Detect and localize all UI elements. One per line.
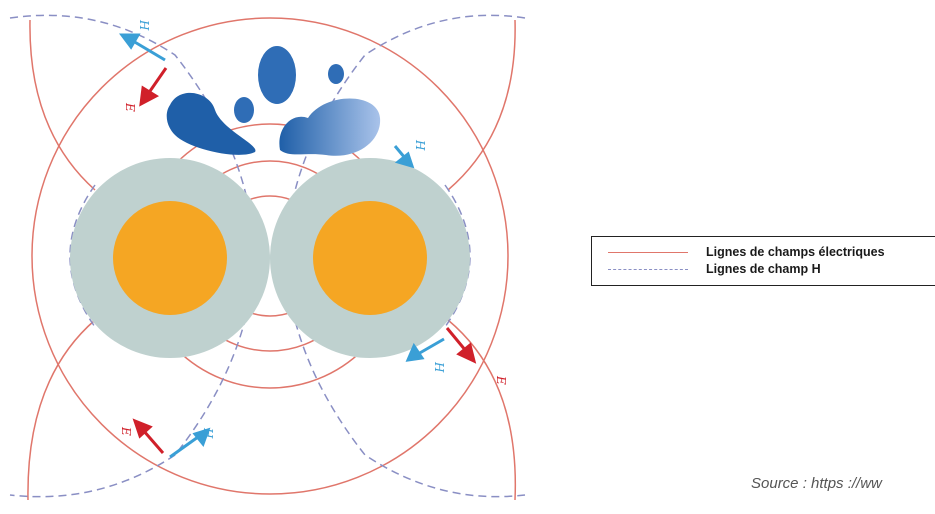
- legend-row-h: Lignes de champ H: [592, 262, 821, 276]
- right-cable: [270, 158, 470, 358]
- field-diagram: E E E H H H H: [9, 14, 526, 501]
- legend: Lignes de champs électriques Lignes de c…: [591, 236, 935, 286]
- h-line-swatch: [608, 268, 688, 270]
- legend-electric-label: Lignes de champs électriques: [706, 245, 885, 259]
- legend-row-electric: Lignes de champs électriques: [592, 245, 885, 259]
- legend-h-label: Lignes de champ H: [706, 262, 821, 276]
- right-cable-conductor: [313, 201, 427, 315]
- h-label: H: [137, 19, 151, 31]
- source-caption: Source : https ://ww: [751, 475, 882, 492]
- e-label: E: [119, 426, 133, 436]
- left-cable: [70, 158, 270, 358]
- h-label: H: [413, 139, 427, 151]
- e-label: E: [494, 375, 508, 385]
- h-arrows: [119, 33, 445, 459]
- field-labels: E E E H H H H: [119, 19, 508, 439]
- water-drops-icon: [166, 46, 381, 156]
- h-label: H: [432, 361, 446, 373]
- electric-line-swatch: [608, 251, 688, 253]
- e-label: E: [123, 102, 137, 112]
- left-cable-conductor: [113, 201, 227, 315]
- h-label: H: [201, 427, 215, 439]
- e-arrows: [132, 67, 477, 454]
